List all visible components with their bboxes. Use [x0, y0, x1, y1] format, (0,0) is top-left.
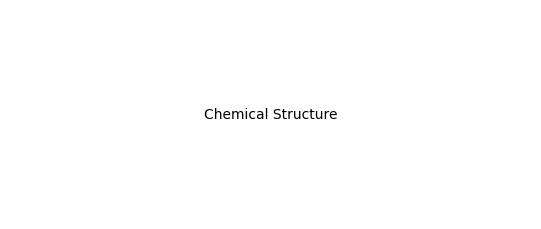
Text: Chemical Structure: Chemical Structure [204, 108, 337, 121]
